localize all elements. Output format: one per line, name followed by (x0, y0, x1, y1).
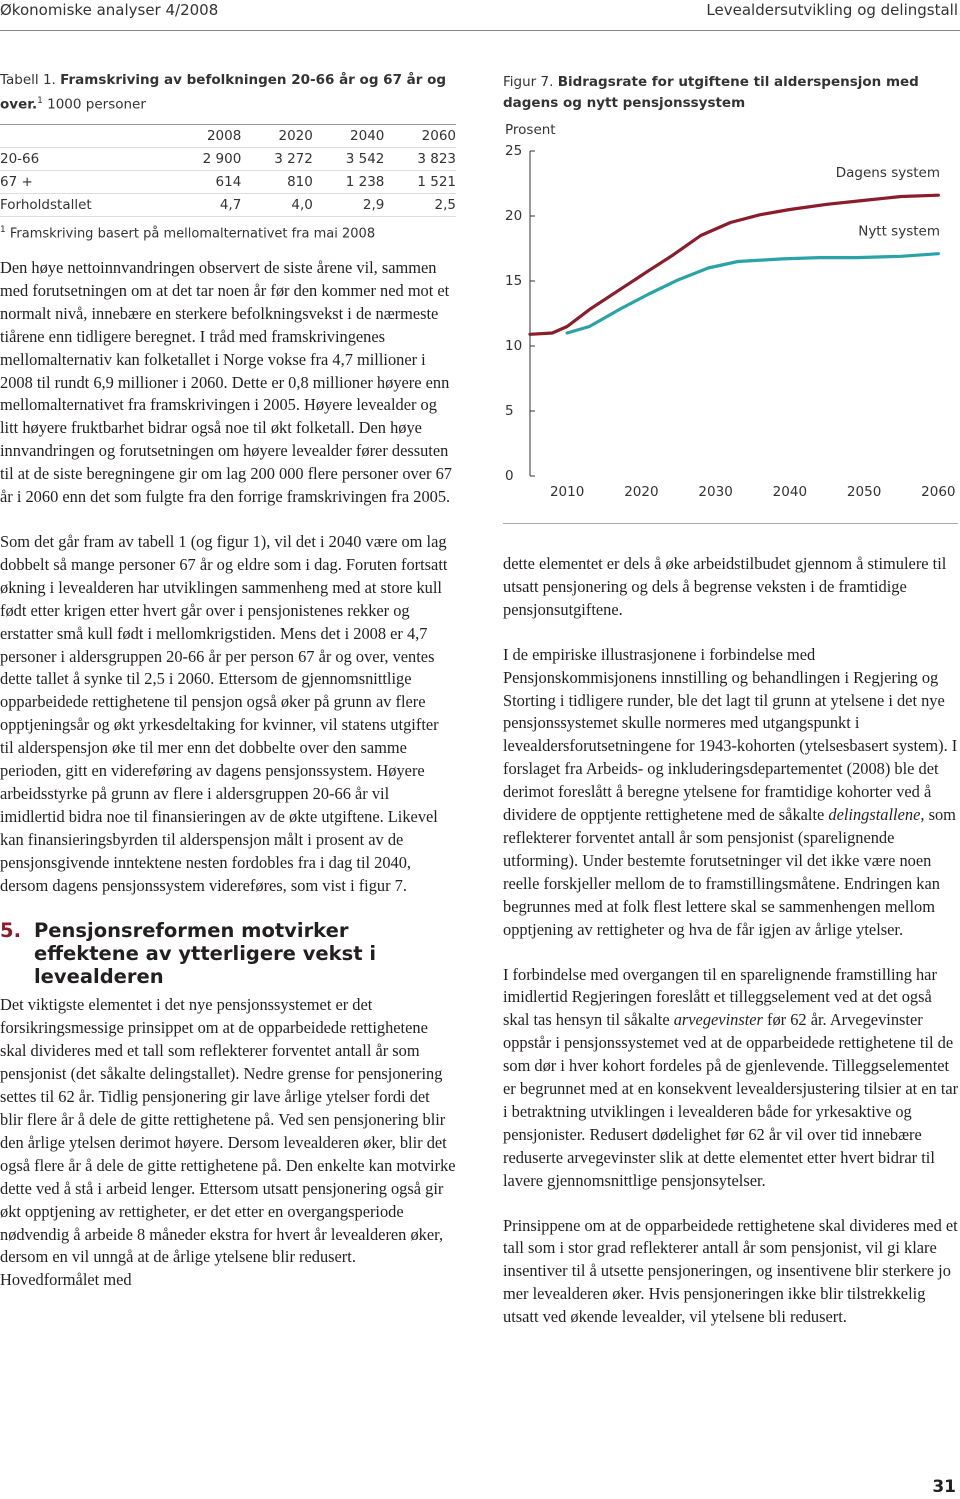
table-cell: 614 (169, 170, 242, 194)
left-column: Den høye nettoinnvandringen observert de… (0, 257, 456, 1314)
table-unit: 1000 personer (47, 96, 146, 113)
page-number: 31 (932, 1477, 956, 1497)
y-tick-label: 0 (505, 468, 514, 484)
text-run: I de empiriske illustrasjonene i forbind… (503, 644, 958, 825)
table-cell: 2,9 (312, 193, 385, 217)
text-run: som reflekterer forventet antall år som … (503, 805, 956, 939)
note-mark: 1 (37, 96, 43, 106)
y-tick-label: 25 (505, 143, 522, 159)
column-header: 2020 (241, 124, 313, 148)
footnote-text: Framskriving basert på mellomalternative… (9, 225, 376, 241)
figure-caption: Figur 7. Bidragsrate for utgiftene til a… (503, 72, 959, 114)
paragraph: Prinsippene om at de opparbeidede rettig… (503, 1215, 959, 1330)
y-tick-label: 20 (505, 208, 522, 224)
table-row: Forholdstallet 4,7 4,0 2,9 2,5 (0, 193, 456, 217)
x-tick-label: 2060 (921, 484, 955, 500)
text-run: arvegevinster (673, 1010, 763, 1030)
table-cell: 810 (241, 170, 313, 194)
x-tick-label: 2050 (847, 484, 881, 500)
table: 2008 2020 2040 2060 20-66 2 900 3 272 3 542 3 82… (0, 123, 456, 217)
column-header: 2060 (384, 124, 456, 148)
table-row: 67 +614 810 1 238 1 521 (0, 170, 456, 194)
data-line (528, 193, 940, 336)
table-cell: 1 521 (384, 170, 456, 194)
section-number: 5. (0, 919, 21, 943)
series-label: Dagens system (836, 165, 940, 181)
chart: Prosent 0 5 10 15 20 25 2010 2020 2030 2040 2050 20… (505, 122, 956, 500)
figure-label: Figur 7. (503, 74, 554, 90)
y-axis-label: Prosent (505, 122, 556, 138)
paragraph: I forbindelse med overgangen til en spar… (503, 964, 959, 1193)
table-row: 20-66 2 900 3 272 3 542 3 823 (0, 147, 456, 171)
paragraph: Den høye nettoinnvandringen observert de… (0, 257, 456, 509)
series-label: Nytt system (858, 224, 940, 240)
text-run: Prinsippene om at de opparbeidede rettig… (503, 1215, 958, 1327)
table-cell: 2 900 (169, 147, 242, 171)
y-tick-label: 15 (505, 273, 522, 289)
x-tick-label: 2010 (550, 484, 584, 500)
text-run: dette elementet er dels å øke arbeidstil… (503, 554, 947, 619)
text-run: Som det går fram av tabell 1 (og figur 1… (0, 531, 448, 895)
column-header: 2040 (312, 124, 385, 148)
text-run: før 62 år. Arvegevinster oppstår i pensj… (503, 1010, 959, 1190)
figure-title: Bidragsrate for utgiftene til alderspens… (503, 74, 919, 111)
row-header: 20-66 (0, 147, 170, 171)
text-run: I forbindelse med overgangen til en spar… (503, 964, 937, 1030)
table-cell: 3 542 (312, 147, 385, 171)
table-cell: 4,0 (241, 193, 313, 217)
table-footnote: 1 Framskriving basert på mellomalternati… (0, 225, 456, 241)
table-cell: 2,5 (384, 193, 456, 217)
text-run: delingstallene, (828, 805, 925, 825)
paragraph: Det viktigste elementet i det nye pensjo… (0, 994, 456, 1292)
table-cell: 1 238 (312, 170, 385, 194)
table-label: Tabell 1. (0, 72, 56, 88)
header-rule (0, 30, 960, 31)
table-cell: 4,7 (169, 193, 242, 217)
text-run: Det viktigste elementet i det nye pensjo… (0, 995, 456, 1290)
x-tick-label: 2040 (773, 484, 807, 500)
x-tick-label: 2020 (624, 484, 658, 500)
table-cell: 3 272 (241, 147, 313, 171)
paragraph: Som det går fram av tabell 1 (og figur 1… (0, 531, 456, 898)
table-title: Framskriving av befolkningen 20-66 år og… (0, 72, 447, 113)
column-header: 2008 (169, 124, 242, 148)
y-tick-label: 5 (505, 403, 514, 419)
text-run: Den høye nettoinnvandringen observert de… (0, 258, 452, 507)
section-heading: 5. Pensjonsreformen motvirker effektene a… (0, 919, 456, 988)
x-tick-label: 2030 (698, 484, 732, 500)
figure-rule (503, 523, 958, 524)
running-head: Levealdersutvikling og delingstall (706, 1, 958, 19)
row-header: 67 + (0, 170, 170, 194)
paragraph: dette elementet er dels å øke arbeidstil… (503, 553, 959, 622)
table-caption: Tabell 1. Framskriving av befolkningen 2… (0, 70, 456, 116)
section-title: Pensjonsreformen motvirker effektene av … (34, 919, 377, 989)
table-cell: 3 823 (384, 147, 456, 171)
paragraph: I de empiriske illustrasjonene i forbind… (503, 644, 959, 942)
note-mark: 1 (0, 224, 6, 235)
table-block: Tabell 1. Framskriving av befolkningen 2… (0, 70, 456, 241)
data-line (565, 252, 940, 335)
y-tick-label: 10 (505, 338, 522, 354)
row-header: Forholdstallet (0, 193, 170, 217)
right-column: dette elementet er dels å øke arbeidstil… (503, 553, 959, 1351)
table-header-row: 2008 2020 2040 2060 (0, 124, 456, 148)
running-head: Økonomiske analyser 4/2008 (0, 1, 219, 19)
corner-cell (0, 124, 170, 148)
